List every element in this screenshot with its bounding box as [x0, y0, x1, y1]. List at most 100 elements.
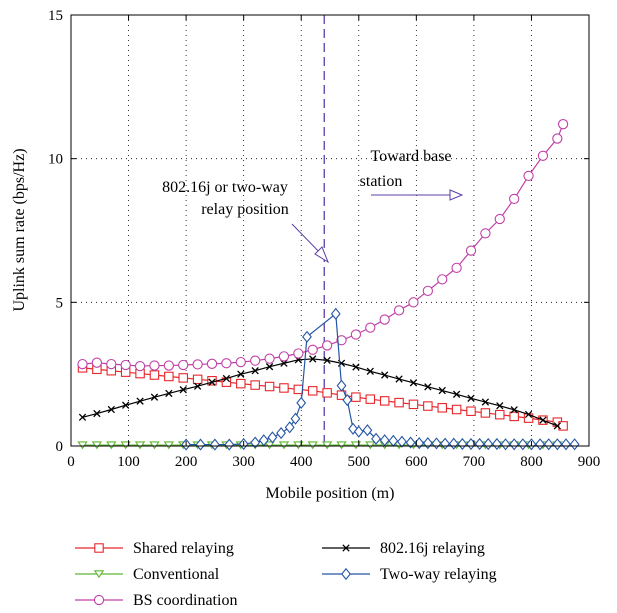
data-point-diamond	[561, 438, 571, 451]
data-point-x	[438, 386, 446, 395]
data-point-square	[178, 373, 188, 383]
data-point-triangle	[321, 441, 333, 450]
data-point-square	[322, 388, 332, 398]
data-point-diamond	[397, 435, 407, 448]
data-point-circle	[393, 305, 405, 316]
data-point-diamond	[483, 437, 494, 451]
data-point-diamond	[296, 396, 307, 409]
data-point-x	[78, 413, 87, 421]
data-point-diamond	[195, 438, 206, 451]
data-point-circle	[379, 314, 390, 325]
x-axis-label: Mobile position (m)	[266, 485, 395, 502]
legend-item-two-way-relaying: Two-way relaying	[322, 566, 497, 583]
x-tick-label: 300	[232, 454, 255, 470]
legend-label: Two-way relaying	[380, 566, 497, 583]
data-point-x	[452, 390, 461, 398]
x-tick-label: 900	[578, 454, 601, 470]
data-point-diamond	[224, 438, 235, 451]
data-point-x	[265, 363, 274, 371]
data-point-x	[107, 405, 115, 414]
data-point-x	[237, 370, 245, 378]
data-point-circle	[91, 357, 103, 368]
data-point-diamond	[284, 421, 295, 434]
data-point-diamond	[290, 412, 301, 425]
data-point-circle	[178, 359, 189, 371]
annotation-relay-arrowhead	[314, 246, 330, 264]
data-point-diamond	[500, 438, 511, 451]
annotation-relay-line2: relay position	[201, 201, 289, 218]
data-point-triangle	[134, 441, 146, 450]
data-point-diamond	[276, 426, 286, 440]
data-point-square	[394, 397, 404, 408]
data-point-square	[365, 394, 376, 404]
data-point-x	[280, 359, 288, 367]
legend-item-802-16j-relaying: 802.16j relaying	[322, 540, 485, 557]
data-point-diamond	[302, 330, 312, 343]
data-point-square	[236, 378, 246, 389]
data-point-x	[409, 379, 418, 387]
data-point-triangle	[163, 441, 175, 450]
data-point-triangle	[307, 441, 318, 450]
x-tick-label: 700	[463, 454, 486, 470]
data-point-circle	[494, 213, 505, 225]
x-tick-label: 400	[290, 454, 313, 470]
data-point-x	[510, 406, 518, 414]
data-point-diamond	[353, 425, 364, 438]
x-tick-label: 200	[175, 454, 198, 470]
data-point-diamond	[250, 436, 261, 449]
data-point-diamond	[509, 438, 520, 451]
data-point-diamond	[569, 438, 580, 451]
data-point-x	[496, 402, 504, 410]
data-point-diamond	[552, 438, 563, 451]
legend-item-conventional: Conventional	[75, 566, 220, 583]
data-point-x	[93, 409, 101, 418]
data-point-x	[251, 367, 259, 375]
data-point-square	[509, 411, 519, 422]
data-point-diamond	[492, 437, 502, 451]
data-point-diamond	[535, 438, 545, 451]
data-point-circle	[365, 322, 376, 333]
data-point-diamond	[362, 424, 373, 437]
data-point-circle	[523, 170, 534, 182]
data-point-square	[466, 406, 476, 416]
data-point-x	[179, 386, 187, 394]
data-point-circle	[192, 359, 203, 370]
data-point-circle	[264, 353, 275, 364]
y-axis-label: Uplink sum rate (bps/Hz)	[11, 148, 28, 311]
data-point-diamond	[330, 307, 341, 320]
data-point-x	[366, 367, 374, 375]
plot-frame	[70, 14, 590, 447]
data-point-circle	[437, 274, 448, 285]
legend-label: 802.16j relaying	[380, 540, 485, 557]
data-point-square	[379, 396, 390, 406]
data-point-x	[342, 544, 350, 552]
data-point-square	[558, 421, 568, 431]
data-point-x	[222, 374, 231, 383]
annotation-toward-arrowhead	[449, 189, 464, 201]
series-layer	[77, 119, 580, 451]
data-point-circle	[120, 359, 131, 371]
data-point-diamond	[379, 434, 390, 447]
series-802-16j-relaying	[78, 355, 562, 430]
data-point-square	[279, 383, 289, 393]
data-point-diamond	[371, 432, 381, 445]
data-point-circle	[235, 356, 246, 368]
annotation-toward-line1: Toward base	[370, 148, 451, 165]
data-point-square	[423, 401, 433, 411]
data-point-circle	[321, 340, 333, 351]
data-point-x	[539, 416, 547, 424]
data-point-square	[264, 381, 275, 392]
data-point-square	[192, 374, 203, 385]
data-point-circle	[307, 344, 318, 355]
data-point-x	[193, 382, 202, 390]
data-point-x	[467, 394, 475, 402]
data-point-x	[309, 355, 317, 363]
data-point-square	[149, 370, 160, 380]
data-point-x	[136, 397, 144, 405]
data-point-x	[524, 410, 533, 419]
data-point-square	[451, 404, 462, 415]
data-point-circle	[465, 245, 477, 256]
y-tick-label: 0	[56, 439, 64, 455]
data-point-triangle	[120, 441, 131, 450]
